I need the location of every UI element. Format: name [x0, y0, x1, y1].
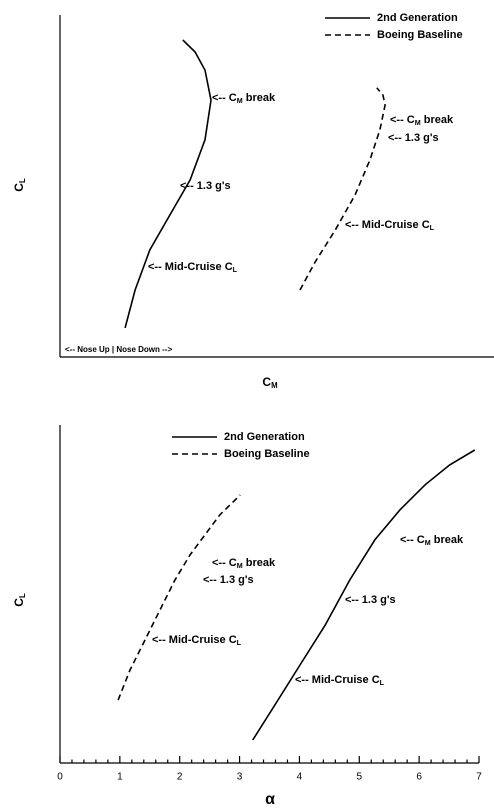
annotation-main: <-- Nose Up | Nose Down -->: [65, 345, 172, 354]
annotation-suffix: break: [243, 92, 276, 104]
y-axis-label: CL: [12, 178, 27, 192]
x-axis-label-main: C: [262, 375, 271, 389]
annotation: <-- CM break: [400, 534, 464, 547]
x-tick-label: 6: [416, 772, 422, 783]
annotation: <-- 1.3 g's: [203, 574, 254, 586]
annotation-sub: L: [237, 639, 242, 647]
annotation-main: <-- C: [212, 557, 237, 569]
annotation: <-- Nose Up | Nose Down -->: [65, 345, 172, 354]
annotation-suffix: break: [421, 114, 454, 126]
annotation: <-- 1.3 g's: [388, 132, 439, 144]
series-line: [299, 87, 386, 291]
annotation: <-- Mid-Cruise CL: [345, 219, 435, 232]
annotation-main: <-- C: [390, 114, 415, 126]
annotation: <-- Mid-Cruise CL: [148, 261, 238, 274]
annotation: <-- 1.3 g's: [345, 594, 396, 606]
x-axis-label: CM: [262, 375, 277, 390]
series-line: [124, 39, 212, 329]
annotation-main: <-- Mid-Cruise C: [152, 634, 237, 646]
annotation: <-- Mid-Cruise CL: [295, 674, 385, 687]
legend-label: 2nd Generation: [377, 12, 458, 24]
annotation-sub: L: [430, 224, 435, 232]
x-tick-label: 2: [177, 772, 183, 783]
x-axis-label: α: [265, 791, 275, 808]
y-axis-label-main: C: [12, 183, 26, 192]
x-tick-label: 0: [57, 772, 63, 783]
x-axis-label-main: α: [265, 791, 275, 808]
x-tick-label: 7: [476, 772, 482, 783]
annotation-main: <-- Mid-Cruise C: [148, 261, 233, 273]
y-axis-label-sub: L: [18, 593, 27, 598]
annotation-main: <-- C: [400, 534, 425, 546]
annotation-main: <-- C: [212, 92, 237, 104]
annotation: <-- CM break: [212, 557, 276, 570]
annotation-main: <-- 1.3 g's: [388, 132, 439, 144]
annotation-sub: L: [233, 266, 238, 274]
x-tick-label: 3: [237, 772, 243, 783]
annotation: <-- CM break: [390, 114, 454, 127]
annotation: <-- 1.3 g's: [180, 180, 231, 192]
series-line: [252, 449, 476, 741]
annotation: <-- CM break: [212, 92, 276, 105]
x-axis-label-sub: M: [271, 381, 278, 390]
annotation-sub: L: [380, 679, 385, 687]
annotation-main: <-- Mid-Cruise C: [345, 219, 430, 231]
annotation-suffix: break: [431, 534, 464, 546]
annotation-sub: M: [415, 119, 421, 127]
legend-label: 2nd Generation: [224, 431, 305, 443]
y-axis-label: CL: [12, 593, 27, 607]
annotation-sub: M: [237, 97, 243, 105]
legend-label: Boeing Baseline: [224, 448, 310, 460]
annotation: <-- Mid-Cruise CL: [152, 634, 242, 647]
annotation-main: <-- 1.3 g's: [180, 180, 231, 192]
annotation-sub: M: [425, 539, 431, 547]
x-tick-label: 1: [117, 772, 123, 783]
x-tick-label: 5: [357, 772, 363, 783]
annotation-main: <-- Mid-Cruise C: [295, 674, 380, 686]
y-axis-label-sub: L: [18, 178, 27, 183]
annotation-main: <-- 1.3 g's: [203, 574, 254, 586]
series-line: [117, 494, 241, 701]
annotation-main: <-- 1.3 g's: [345, 594, 396, 606]
legend-label: Boeing Baseline: [377, 29, 463, 41]
annotation-suffix: break: [243, 557, 276, 569]
x-tick-label: 4: [297, 772, 303, 783]
y-axis-label-main: C: [12, 598, 26, 607]
annotation-sub: M: [237, 562, 243, 570]
